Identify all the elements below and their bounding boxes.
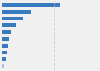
Bar — [2, 17, 23, 20]
Bar — [2, 64, 4, 68]
Bar — [2, 30, 11, 34]
Bar — [2, 10, 31, 13]
Bar — [2, 3, 60, 7]
Bar — [2, 37, 9, 41]
Bar — [2, 51, 7, 54]
Bar — [2, 58, 6, 61]
Bar — [2, 44, 8, 48]
Bar — [2, 23, 16, 27]
